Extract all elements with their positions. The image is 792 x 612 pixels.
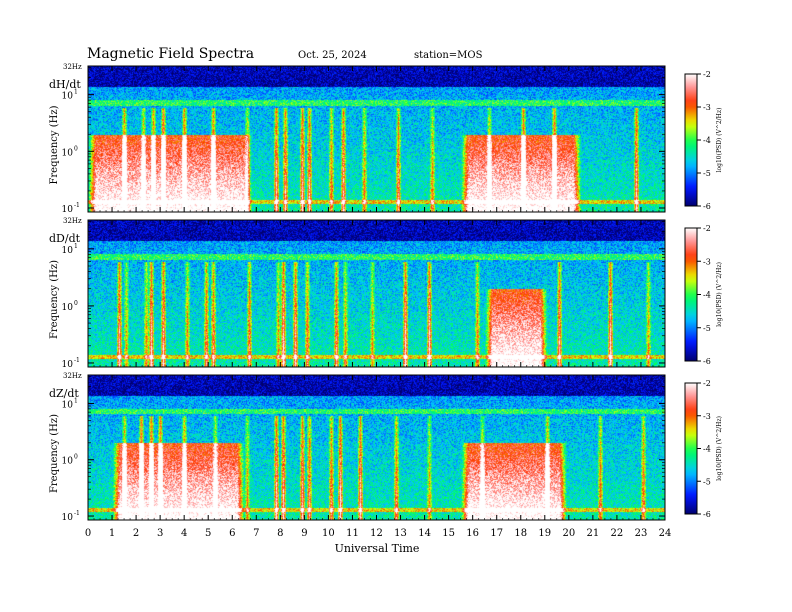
x-tick-label: 4	[181, 528, 187, 539]
x-tick-label: 0	[85, 528, 91, 539]
x-tick-label: 2	[133, 528, 139, 539]
y-tick-label: 10	[62, 400, 74, 410]
panel-label: dZ/dt	[49, 387, 79, 400]
y-tick-exponent: -1	[74, 357, 80, 364]
x-tick-label: 18	[514, 528, 527, 539]
x-tick-label: 20	[562, 528, 575, 539]
x-tick-label: 12	[370, 528, 383, 539]
spectrogram-image	[88, 375, 665, 520]
x-tick-label: 10	[322, 528, 335, 539]
x-tick-label: 15	[442, 528, 455, 539]
y-tick-label: 10	[62, 148, 74, 158]
colorbar-tick-label: -2	[703, 70, 711, 79]
x-tick-label: 16	[466, 528, 479, 539]
x-axis-label: Universal Time	[335, 542, 420, 555]
colorbar-tick-label: -6	[703, 510, 711, 519]
colorbar-tick-label: -2	[703, 379, 711, 388]
y-tick-exponent: -1	[74, 510, 80, 517]
x-tick-label: 5	[205, 528, 211, 539]
top-frequency-label: 32Hz	[63, 63, 82, 71]
y-tick-label: 10	[62, 513, 74, 523]
x-tick-label: 14	[418, 528, 431, 539]
y-axis-label: Frequency (Hz)	[49, 414, 60, 493]
colorbar-tick-label: -4	[703, 445, 711, 454]
x-tick-label: 23	[635, 528, 648, 539]
y-tick-label: 10	[62, 205, 74, 215]
y-tick-exponent: 1	[74, 243, 78, 250]
colorbar-label: log10(PSD) (V^2/Hz)	[716, 416, 723, 481]
figure-date: Oct. 25, 2024	[298, 50, 367, 61]
y-tick-exponent: 1	[74, 397, 78, 404]
colorbar-tick-label: -2	[703, 224, 711, 233]
colorbar-tick-label: -6	[703, 357, 711, 366]
x-tick-label: 11	[346, 528, 359, 539]
x-tick-label: 21	[587, 528, 600, 539]
x-tick-label: 19	[538, 528, 551, 539]
x-tick-label: 7	[253, 528, 259, 539]
x-tick-label: 6	[229, 528, 235, 539]
y-axis-label: Frequency (Hz)	[49, 260, 60, 339]
colorbar-tick-label: -5	[703, 169, 711, 178]
x-tick-label: 24	[659, 528, 672, 539]
colorbar	[684, 73, 698, 207]
y-tick-exponent: 1	[74, 89, 78, 96]
x-tick-label: 1	[109, 528, 115, 539]
figure-title: Magnetic Field Spectra	[87, 46, 254, 62]
colorbar	[684, 382, 698, 515]
top-frequency-label: 32Hz	[63, 372, 82, 380]
colorbar-tick-label: -3	[703, 257, 711, 266]
y-tick-label: 10	[62, 457, 74, 467]
x-tick-label: 17	[490, 528, 503, 539]
panel-label: dH/dt	[49, 78, 81, 91]
y-tick-label: 10	[62, 246, 74, 256]
y-tick-label: 10	[62, 360, 74, 370]
x-tick-label: 8	[277, 528, 283, 539]
y-tick-label: 10	[62, 303, 74, 313]
top-frequency-label: 32Hz	[63, 217, 82, 225]
colorbar-tick-label: -3	[703, 412, 711, 421]
colorbar-tick-label: -3	[703, 103, 711, 112]
y-tick-exponent: 0	[74, 300, 78, 307]
colorbar-tick-label: -4	[703, 291, 711, 300]
colorbar	[684, 227, 698, 362]
x-tick-label: 13	[394, 528, 407, 539]
spectrogram-image	[88, 66, 665, 212]
colorbar-tick-label: -5	[703, 324, 711, 333]
colorbar-tick-label: -6	[703, 202, 711, 211]
spectrogram-image	[88, 220, 665, 367]
y-tick-exponent: 0	[74, 454, 78, 461]
y-tick-label: 10	[62, 92, 74, 102]
y-tick-exponent: -1	[74, 202, 80, 209]
colorbar-label: log10(PSD) (V^2/Hz)	[716, 262, 723, 327]
figure-station: station=MOS	[414, 50, 483, 61]
x-tick-label: 22	[611, 528, 624, 539]
y-tick-exponent: 0	[74, 145, 78, 152]
panel-label: dD/dt	[49, 232, 81, 245]
colorbar-tick-label: -5	[703, 477, 711, 486]
y-axis-label: Frequency (Hz)	[49, 105, 60, 184]
x-tick-label: 3	[157, 528, 163, 539]
x-axis: 0 1 2 3 4 5 6 7 8 9 10 11 12 13 14 15 16 17 18 19 20 21 22 23 24	[85, 66, 672, 539]
x-tick-label: 9	[301, 528, 307, 539]
colorbar-label: log10(PSD) (V^2/Hz)	[716, 108, 723, 173]
colorbar-tick-label: -4	[703, 136, 711, 145]
